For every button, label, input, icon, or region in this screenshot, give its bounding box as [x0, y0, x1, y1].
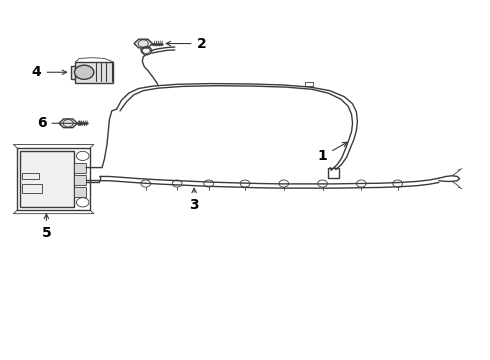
Polygon shape [74, 163, 86, 172]
Circle shape [76, 198, 89, 207]
Circle shape [76, 151, 89, 161]
Polygon shape [74, 175, 86, 185]
Polygon shape [59, 119, 77, 128]
Text: 4: 4 [32, 65, 67, 79]
Text: 2: 2 [166, 36, 206, 50]
Polygon shape [20, 151, 74, 207]
Polygon shape [75, 62, 113, 82]
Text: 1: 1 [318, 142, 347, 163]
Polygon shape [134, 39, 152, 48]
Polygon shape [74, 188, 86, 197]
Text: 3: 3 [189, 188, 199, 212]
Text: 5: 5 [42, 214, 51, 240]
Text: 6: 6 [37, 116, 83, 130]
Polygon shape [71, 66, 75, 79]
Circle shape [74, 65, 94, 79]
